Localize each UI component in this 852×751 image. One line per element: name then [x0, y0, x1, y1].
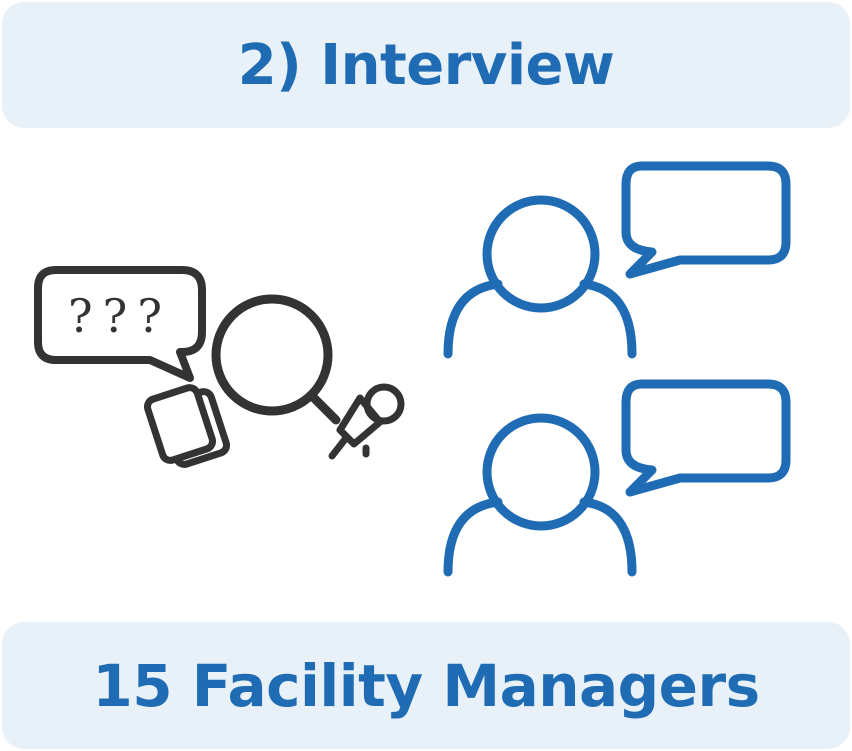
question-speech-bubble-icon — [34, 266, 206, 382]
question-marks-text: ??? — [68, 289, 172, 343]
participant-2 — [443, 379, 791, 577]
microphone-icon — [328, 383, 405, 460]
notes-cards-icon — [143, 384, 231, 468]
person-icon — [443, 413, 637, 577]
speech-bubble-icon — [621, 161, 791, 279]
interview-illustration: ??? — [34, 161, 791, 577]
speech-bubble-icon — [621, 379, 791, 497]
magnifying-glass-icon — [211, 294, 341, 425]
title-banner: 2) Interview — [2, 2, 850, 128]
page-title: 2) Interview — [237, 32, 615, 98]
subtitle-banner: 15 Facility Managers — [2, 622, 850, 749]
participants-subtitle: 15 Facility Managers — [92, 651, 760, 720]
participant-1 — [443, 161, 791, 359]
person-icon — [443, 195, 637, 359]
